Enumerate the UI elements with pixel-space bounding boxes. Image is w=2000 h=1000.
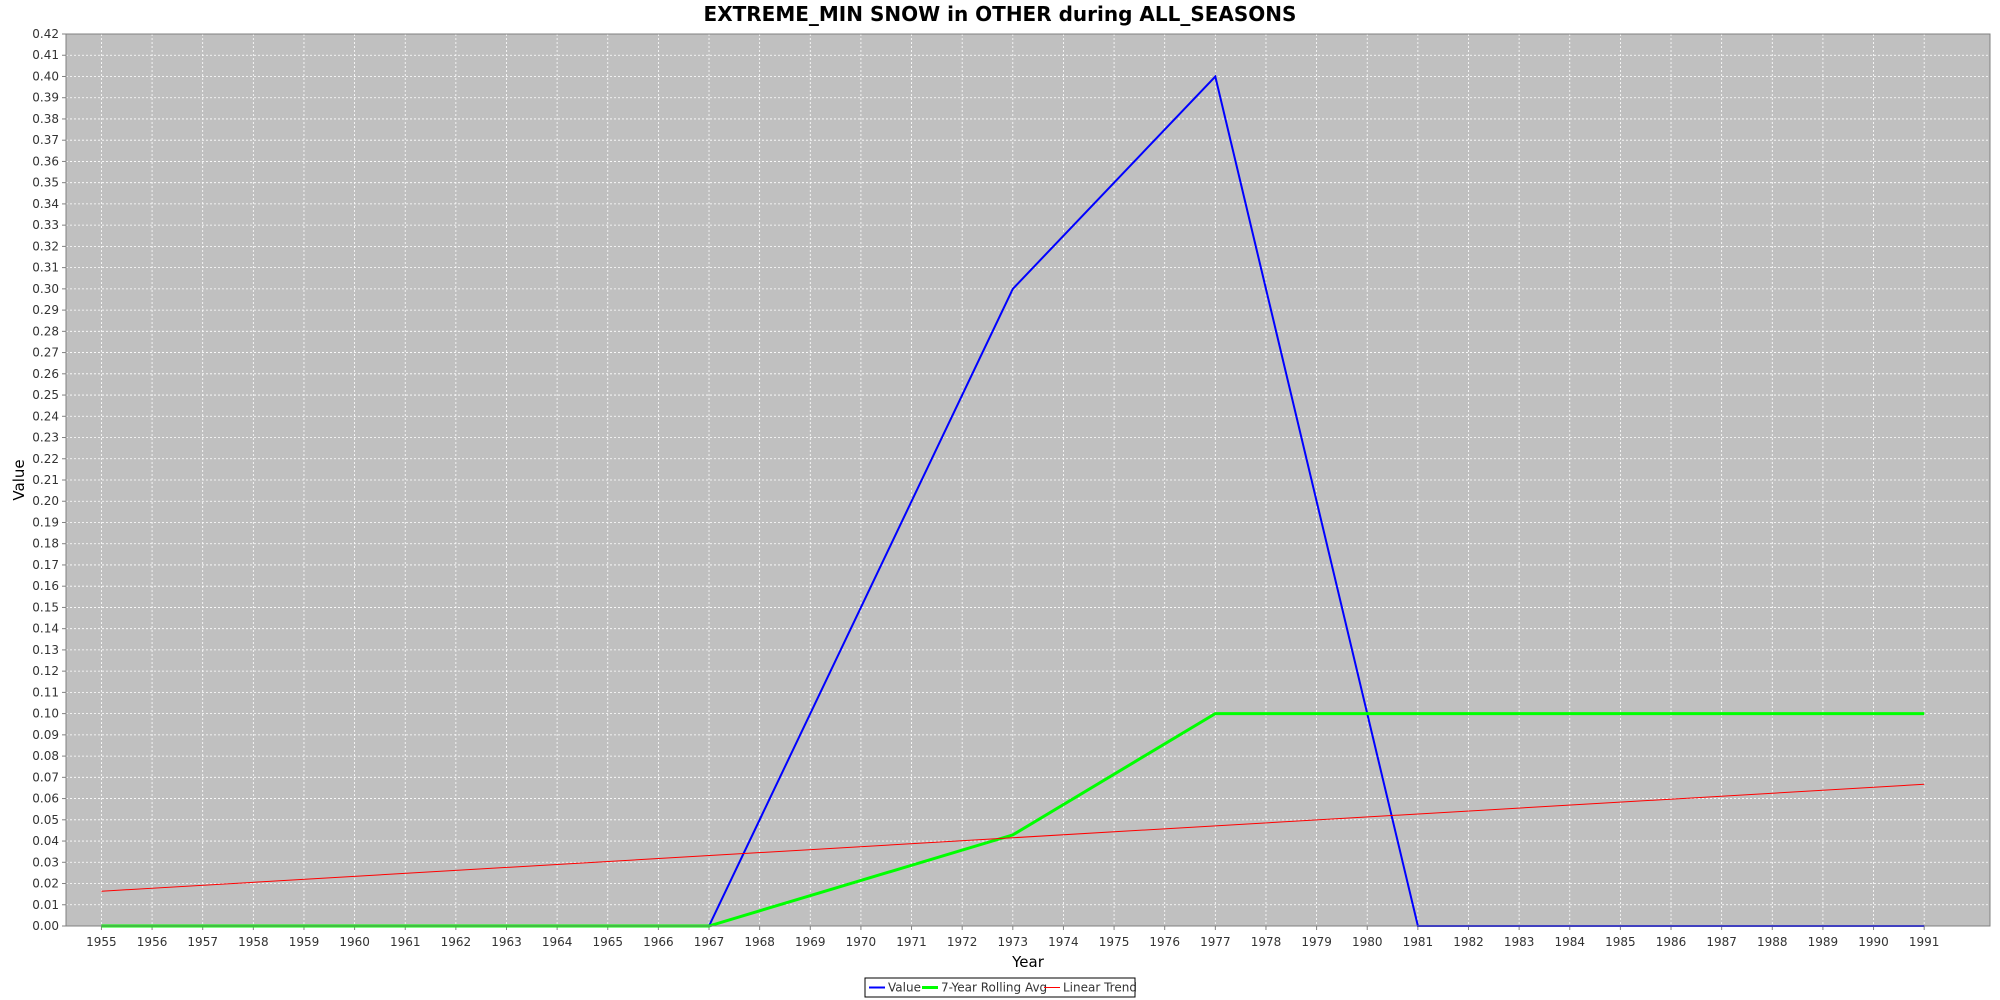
- y-tick-label: 0.10: [32, 707, 59, 721]
- y-axis-ticks: 0.00 0.01 0.02 0.03 0.04 0.05 0.06 0.07 0.08 0.09…: [32, 27, 66, 933]
- x-tick-label: 1975: [1099, 935, 1130, 949]
- legend-label: Linear Trend: [1063, 981, 1137, 995]
- y-tick-label: 0.29: [32, 303, 59, 317]
- y-tick-label: 0.02: [32, 877, 59, 891]
- plot-border: [65, 33, 1991, 927]
- y-axis-label: Value: [10, 459, 28, 500]
- y-tick-label: 0.20: [32, 494, 59, 508]
- y-tick-label: 0.39: [32, 91, 59, 105]
- x-tick-label: 1967: [694, 935, 725, 949]
- x-tick-label: 1965: [592, 935, 623, 949]
- y-tick-label: 0.18: [32, 537, 59, 551]
- x-tick-label: 1963: [491, 935, 522, 949]
- x-tick-label: 1968: [744, 935, 775, 949]
- y-tick-label: 0.06: [32, 792, 59, 806]
- series-line-linear-trend: [101, 783, 1925, 892]
- y-tick-label: 0.08: [32, 749, 59, 763]
- y-tick-label: 0.01: [32, 898, 59, 912]
- y-tick-label: 0.33: [32, 218, 59, 232]
- y-tick-label: 0.25: [32, 388, 59, 402]
- legend: Value 7-Year Rolling Avg Linear Trend: [864, 977, 1137, 998]
- y-tick-label: 0.38: [32, 112, 59, 126]
- x-axis-ticks: 1955 1956 1957 1958 1959 1960 1961 1962 1963 1964…: [86, 926, 1939, 949]
- y-tick-label: 0.37: [32, 133, 59, 147]
- x-tick-label: 1972: [947, 935, 978, 949]
- gridlines: [66, 33, 1990, 927]
- y-tick-label: 0.22: [32, 452, 59, 466]
- y-tick-label: 0.41: [32, 48, 59, 62]
- y-tick-label: 0.21: [32, 473, 59, 487]
- x-tick-label: 1962: [441, 935, 472, 949]
- y-tick-label: 0.34: [32, 197, 59, 211]
- y-tick-label: 0.26: [32, 367, 59, 381]
- y-tick-label: 0.23: [32, 431, 59, 445]
- x-tick-label: 1964: [542, 935, 573, 949]
- y-tick-label: 0.19: [32, 515, 59, 529]
- y-tick-label: 0.11: [32, 685, 59, 699]
- x-tick-label: 1971: [896, 935, 927, 949]
- x-tick-label: 1981: [1403, 935, 1434, 949]
- x-tick-label: 1988: [1757, 935, 1788, 949]
- y-tick-label: 0.15: [32, 600, 59, 614]
- x-tick-label: 1984: [1554, 935, 1585, 949]
- x-tick-label: 1980: [1352, 935, 1383, 949]
- y-tick-label: 0.32: [32, 239, 59, 253]
- x-tick-label: 1983: [1504, 935, 1535, 949]
- legend-label: Value: [888, 981, 921, 995]
- x-tick-label: 1978: [1251, 935, 1282, 949]
- x-tick-label: 1991: [1909, 935, 1940, 949]
- x-tick-label: 1956: [137, 935, 168, 949]
- y-tick-label: 0.05: [32, 813, 59, 827]
- y-tick-label: 0.12: [32, 664, 59, 678]
- x-tick-label: 1970: [846, 935, 877, 949]
- y-tick-label: 0.09: [32, 728, 59, 742]
- y-tick-label: 0.00: [32, 919, 59, 933]
- y-tick-label: 0.36: [32, 154, 59, 168]
- y-tick-label: 0.03: [32, 855, 59, 869]
- y-tick-label: 0.13: [32, 643, 59, 657]
- x-tick-label: 1986: [1656, 935, 1687, 949]
- x-tick-label: 1989: [1808, 935, 1839, 949]
- x-tick-label: 1955: [86, 935, 117, 949]
- x-tick-label: 1969: [795, 935, 826, 949]
- x-tick-label: 1977: [1200, 935, 1231, 949]
- x-tick-label: 1979: [1301, 935, 1332, 949]
- legend-label: 7-Year Rolling Avg: [941, 981, 1047, 995]
- x-axis-label: Year: [1011, 953, 1045, 971]
- y-tick-label: 0.24: [32, 409, 59, 423]
- y-tick-label: 0.14: [32, 622, 59, 636]
- x-tick-label: 1974: [1048, 935, 1079, 949]
- legend-box: [864, 977, 1136, 998]
- x-tick-label: 1985: [1605, 935, 1636, 949]
- x-tick-label: 1976: [1149, 935, 1180, 949]
- y-tick-label: 0.17: [32, 558, 59, 572]
- y-tick-label: 0.16: [32, 579, 59, 593]
- y-tick-label: 0.07: [32, 770, 59, 784]
- y-tick-label: 0.35: [32, 176, 59, 190]
- x-tick-label: 1958: [238, 935, 269, 949]
- x-tick-label: 1990: [1858, 935, 1889, 949]
- y-tick-label: 0.42: [32, 27, 59, 41]
- y-tick-label: 0.04: [32, 834, 59, 848]
- chart-title: EXTREME_MIN SNOW in OTHER during ALL_SEA…: [703, 2, 1297, 26]
- x-tick-label: 1987: [1706, 935, 1737, 949]
- x-tick-label: 1973: [998, 935, 1029, 949]
- x-tick-label: 1959: [289, 935, 320, 949]
- y-tick-label: 0.30: [32, 282, 59, 296]
- y-tick-label: 0.28: [32, 324, 59, 338]
- y-tick-label: 0.40: [32, 69, 59, 83]
- y-tick-label: 0.31: [32, 261, 59, 275]
- x-tick-label: 1966: [643, 935, 674, 949]
- x-tick-label: 1960: [339, 935, 370, 949]
- y-tick-label: 0.27: [32, 346, 59, 360]
- x-tick-label: 1961: [390, 935, 421, 949]
- x-tick-label: 1957: [187, 935, 218, 949]
- x-tick-label: 1982: [1453, 935, 1484, 949]
